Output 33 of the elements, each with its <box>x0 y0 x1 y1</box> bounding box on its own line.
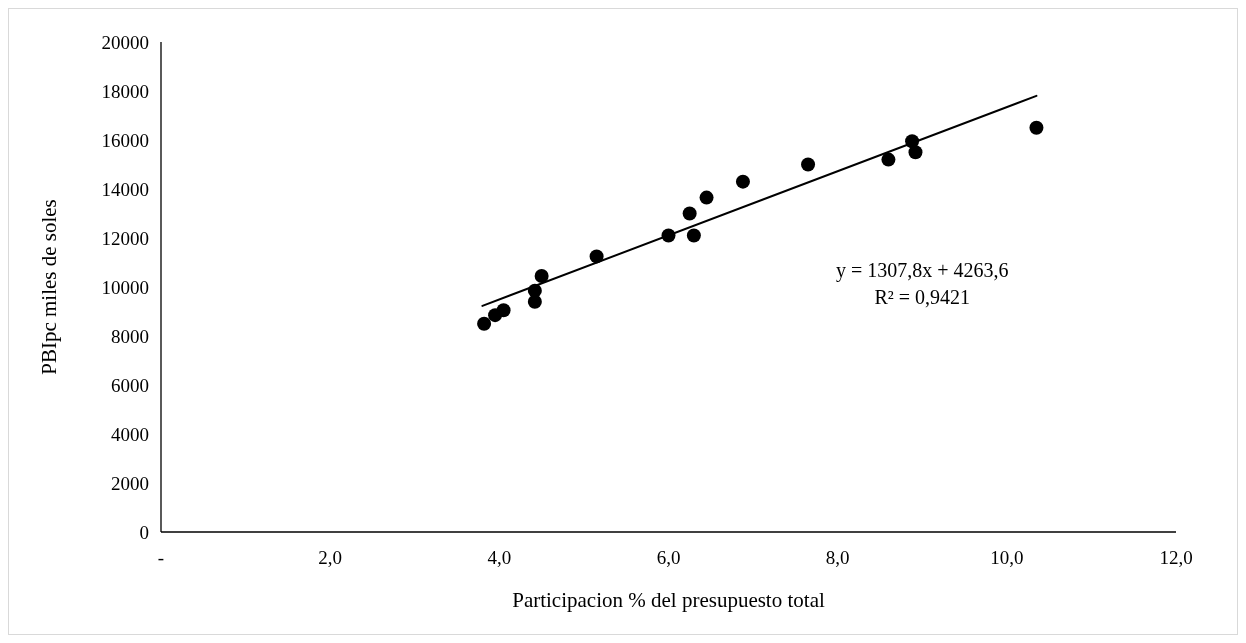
x-tick-label: 12,0 <box>1159 547 1193 568</box>
point <box>686 228 701 243</box>
point <box>1029 120 1044 135</box>
point <box>477 316 492 331</box>
y-tick-label: 2000 <box>111 472 149 494</box>
x-axis-title: Participacion % del presupuesto total <box>512 588 825 612</box>
y-tick-label: 14000 <box>101 178 149 200</box>
y-tick-label: 4000 <box>111 423 149 445</box>
y-tick-label: 16000 <box>101 129 149 151</box>
y-tick-label: 6000 <box>111 374 149 396</box>
point <box>682 206 697 221</box>
point <box>801 157 816 172</box>
x-tick-label: 10,0 <box>990 547 1024 568</box>
x-tick-label: - <box>157 547 165 568</box>
x-tick-label: 8,0 <box>825 547 850 568</box>
y-tick-label: 8000 <box>111 325 149 347</box>
y-tick-label: 18000 <box>101 80 149 102</box>
x-tick-label: 2,0 <box>318 547 343 568</box>
point <box>534 268 549 283</box>
point <box>496 303 511 318</box>
x-tick-label: 4,0 <box>487 547 512 568</box>
y-tick-label: 10000 <box>101 276 149 298</box>
point <box>735 174 750 189</box>
y-tick-label: 0 <box>139 521 149 543</box>
annotation: R² = 0,9421 <box>874 286 971 309</box>
annotation: y = 1307,8x + 4263,6 <box>835 259 1009 283</box>
point <box>908 145 923 160</box>
y-axis-title: PBIpc miles de soles <box>37 199 61 375</box>
point <box>699 190 714 205</box>
y-tick-label: 12000 <box>101 227 149 249</box>
point <box>881 152 896 167</box>
y-tick-label: 20000 <box>101 31 149 53</box>
x-tick-label: 6,0 <box>656 547 681 568</box>
